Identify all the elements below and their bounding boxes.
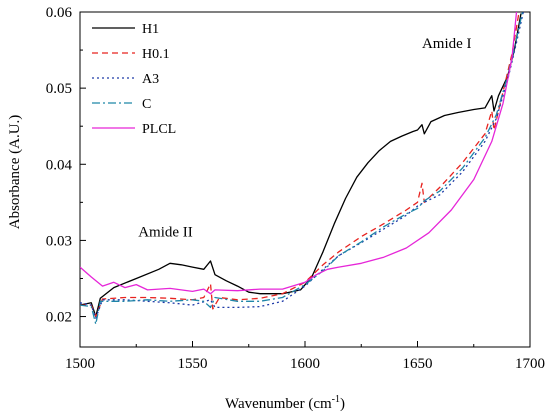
y-tick-label: 0.04: [46, 157, 73, 173]
x-axis-label-superscript: -1: [332, 394, 340, 405]
y-axis-label: Absorbance (A.U.): [7, 115, 23, 230]
x-tick-label: 1600: [290, 356, 320, 372]
legend-label: C: [142, 97, 151, 112]
x-tick-label: 1650: [403, 356, 433, 372]
y-tick-label: 0.03: [46, 233, 72, 249]
x-tick-label: 1550: [178, 356, 208, 372]
plot-border: [79, 11, 531, 348]
series-line-plcl: [80, 12, 518, 295]
series-line-h1: [80, 13, 522, 318]
legend-label: A3: [142, 72, 159, 87]
x-axis-label: Wavenumber (cm-1): [225, 394, 345, 412]
x-tick-label: 1500: [65, 356, 95, 372]
legend-label: H1: [142, 22, 159, 37]
plot-frame: [79, 11, 531, 348]
x-axis-label-close: ): [340, 396, 345, 412]
annotations: Amide II Amide I: [138, 36, 471, 241]
legend: H1 H0.1 A3 C PLCL: [92, 22, 176, 137]
legend-label: PLCL: [142, 122, 176, 137]
y-tick-label: 0.02: [46, 310, 72, 326]
y-tick-label: 0.05: [46, 81, 72, 97]
x-tick-label: 1700: [515, 356, 545, 372]
legend-label: H0.1: [142, 47, 170, 62]
annotation-label: Amide II: [138, 225, 193, 241]
series-line-c: [80, 12, 524, 325]
ticks-layer: 1500 1550 1600 1650 1700 0.02 0.03 0.04 0.05 0.06: [46, 5, 545, 372]
annotation-label: Amide I: [422, 36, 472, 52]
series-line-h0-1: [80, 13, 520, 318]
series-layer: [80, 12, 524, 325]
series-line-a3: [80, 12, 524, 319]
y-tick-label: 0.06: [46, 5, 73, 21]
